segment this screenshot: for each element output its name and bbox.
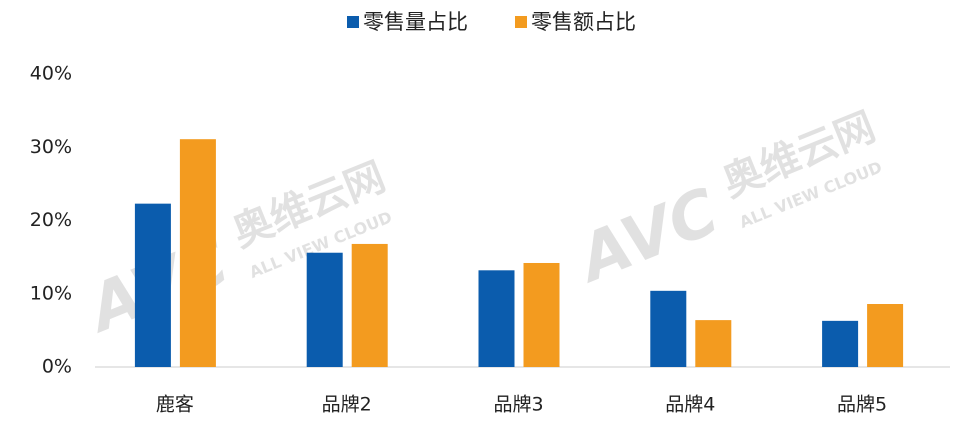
x-tick-label: 品牌4 (665, 394, 715, 416)
bar (179, 139, 216, 367)
legend-label: 零售额占比 (531, 10, 636, 34)
y-tick-label: 20% (30, 209, 72, 231)
bar (351, 243, 388, 367)
legend-swatch (515, 16, 527, 28)
x-tick-label: 品牌3 (493, 394, 543, 416)
bar (523, 262, 560, 367)
y-tick-label: 30% (30, 136, 72, 158)
x-tick-label: 品牌5 (837, 394, 887, 416)
bar (478, 270, 515, 367)
x-tick-label: 鹿客 (156, 394, 194, 416)
x-tick-label: 品牌2 (322, 394, 372, 416)
y-tick-label: 10% (30, 282, 72, 304)
y-tick-label: 0% (42, 356, 72, 378)
bar (650, 290, 687, 367)
legend-swatch (347, 16, 359, 28)
legend-label: 零售量占比 (363, 10, 468, 34)
bar (822, 320, 859, 367)
bar (306, 252, 343, 367)
bar (867, 304, 904, 367)
bar (695, 320, 732, 367)
y-tick-label: 40% (30, 63, 72, 85)
watermark-logo: AVC (565, 175, 729, 299)
bar (134, 203, 171, 367)
